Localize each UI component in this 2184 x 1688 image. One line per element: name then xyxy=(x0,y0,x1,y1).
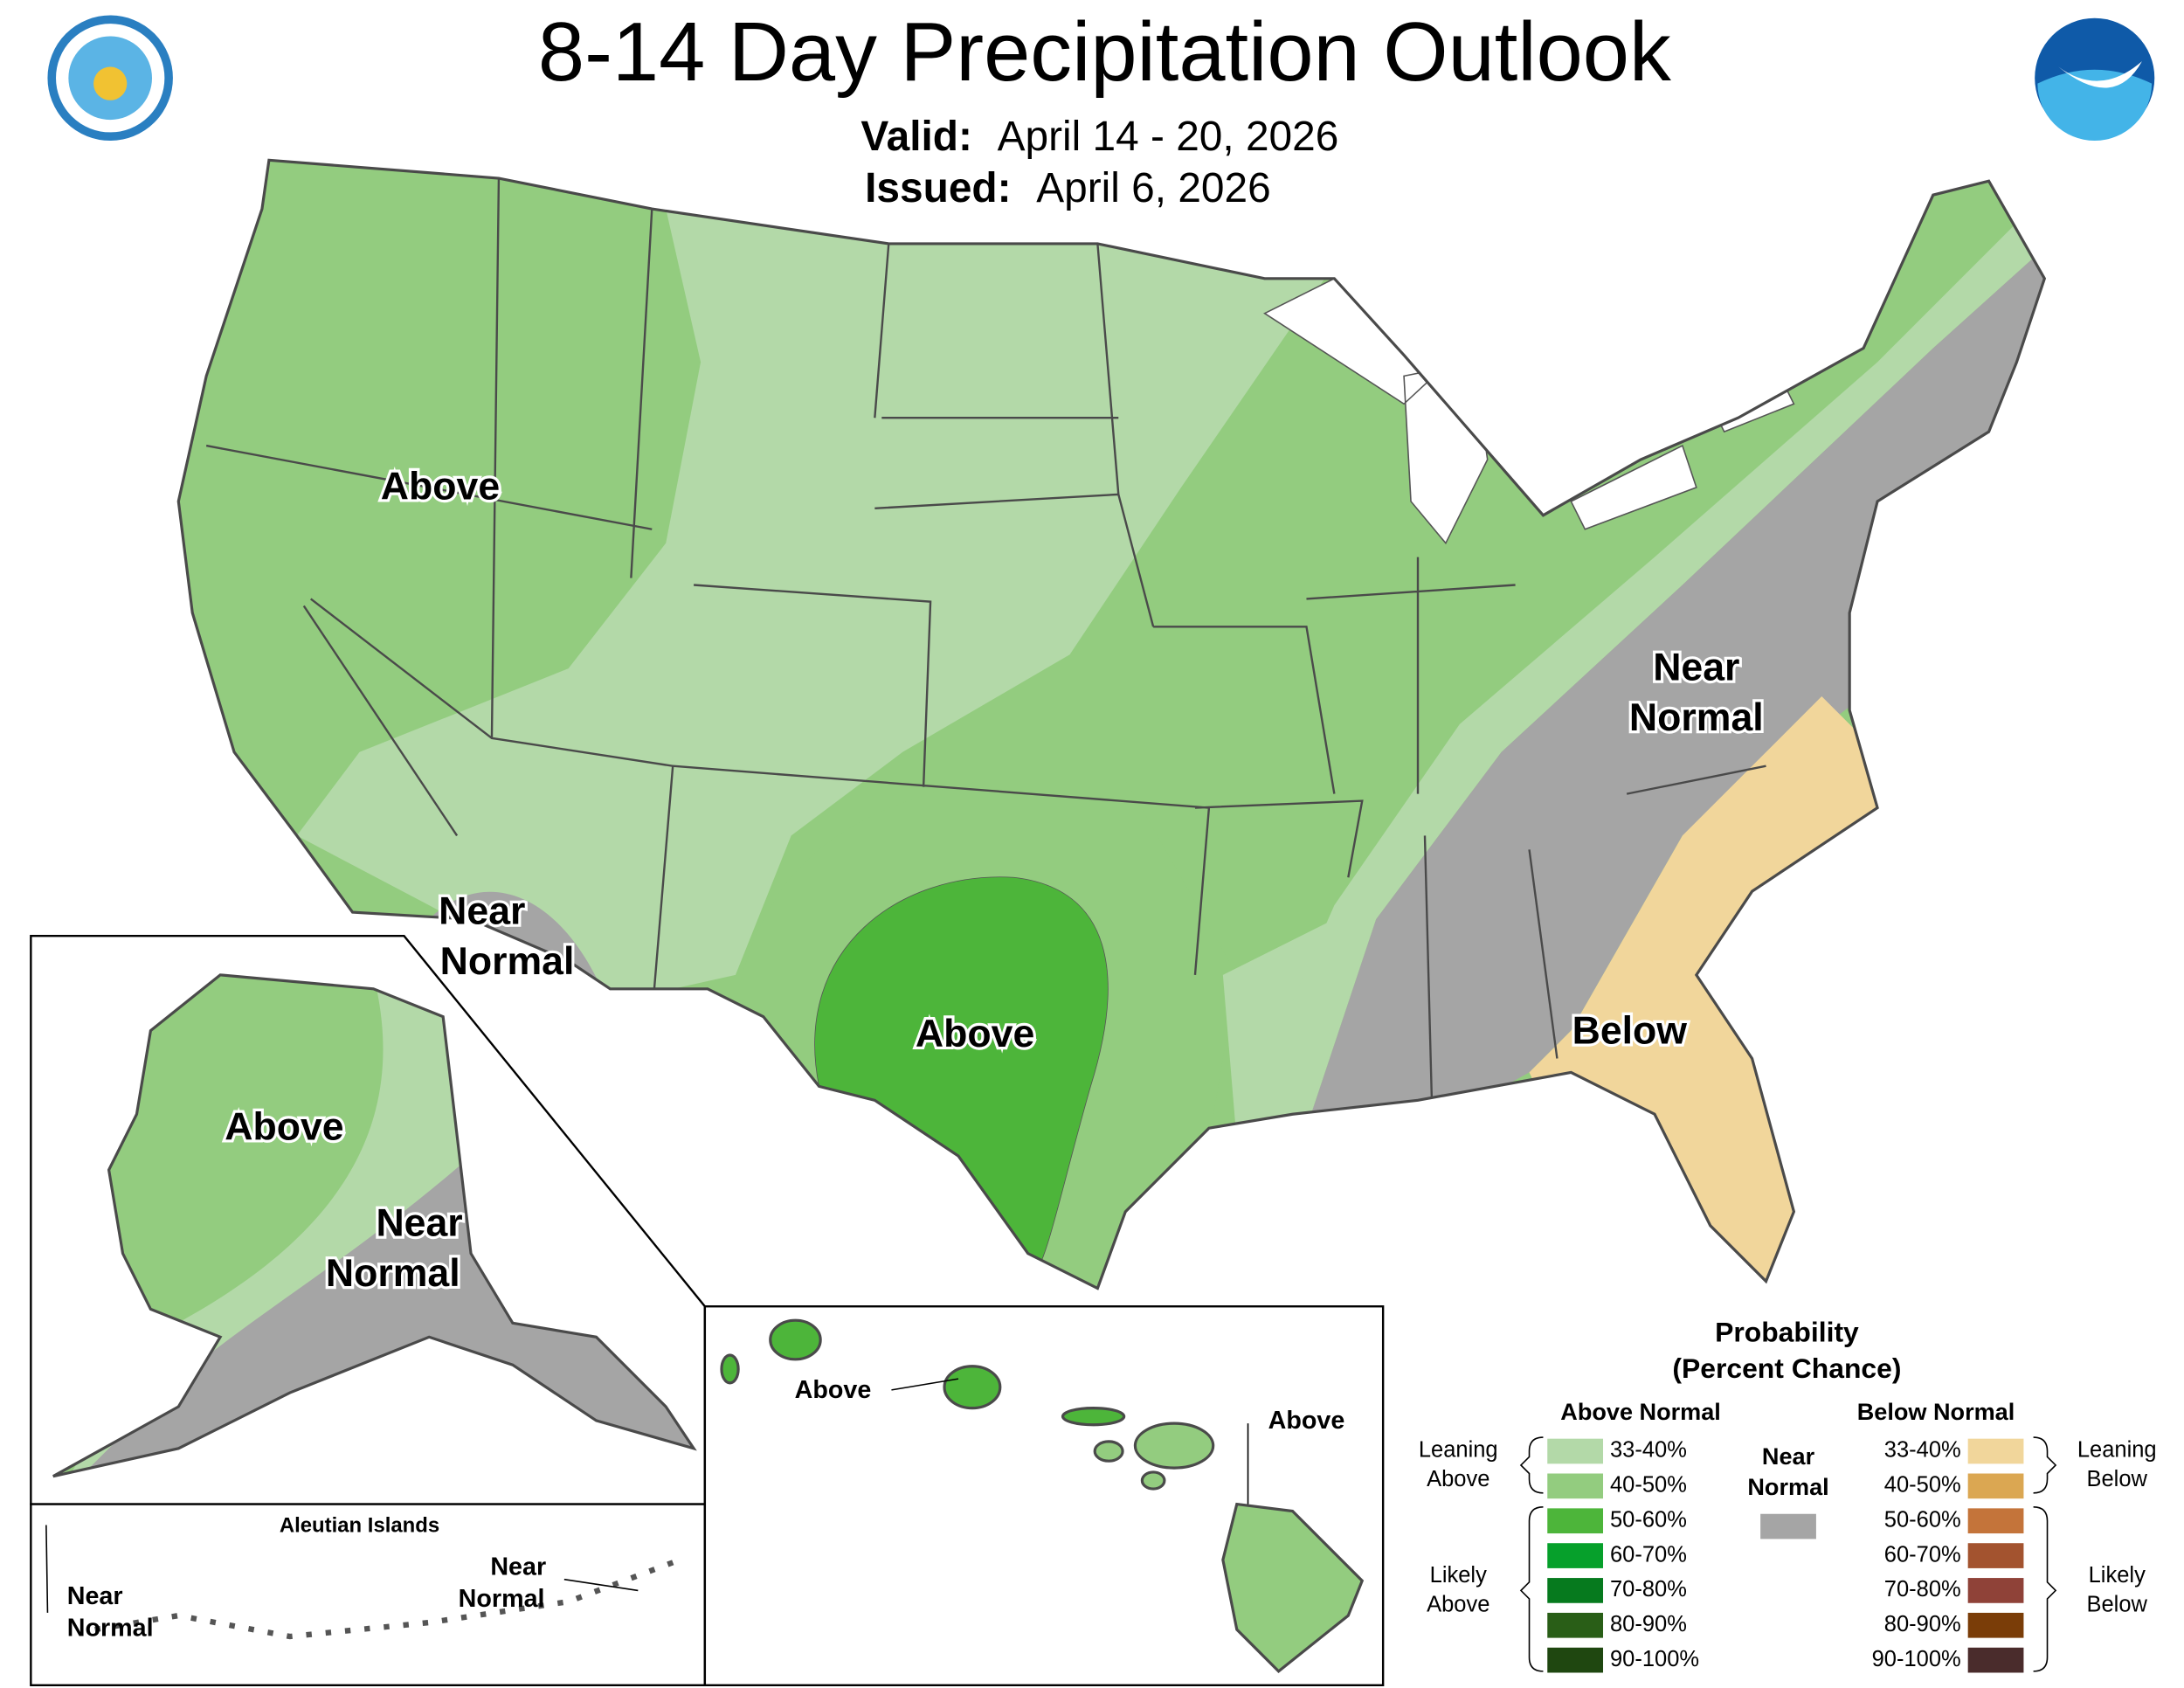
bracket-label: Leaning xyxy=(2077,1438,2157,1463)
legend-label: 50-60% xyxy=(1884,1507,1961,1532)
legend-swatch xyxy=(1547,1543,1604,1568)
legend-swatch xyxy=(1967,1612,2024,1638)
legend-title: Probability xyxy=(1715,1317,1859,1348)
legend-swatch xyxy=(1967,1543,2024,1568)
legend-swatch xyxy=(1967,1438,2024,1464)
legend-swatch xyxy=(1967,1473,2024,1499)
region-label: Near xyxy=(1653,647,1739,689)
region-label: Near xyxy=(490,1553,546,1581)
bracket-label: Likely xyxy=(1430,1563,1487,1588)
commerce-seal xyxy=(47,15,173,141)
region-label: Below xyxy=(1572,1010,1688,1053)
region-label: Above xyxy=(795,1376,872,1404)
region-label: Normal xyxy=(67,1615,154,1643)
noaa-logo xyxy=(2035,17,2155,141)
legend-heading: Near xyxy=(1762,1442,1815,1470)
bracket xyxy=(2033,1436,2057,1672)
bracket-label: Above xyxy=(1427,1593,1489,1617)
issued-label: Issued: xyxy=(865,165,1011,211)
legend-heading: Above Normal xyxy=(1560,1398,1721,1425)
bracket-label: Below xyxy=(2087,1467,2148,1491)
bracket-label: Leaning xyxy=(1419,1438,1498,1463)
legend-label: 33-40% xyxy=(1884,1438,1961,1463)
bracket-label: Below xyxy=(2087,1593,2148,1617)
conus-outline xyxy=(176,158,2047,1290)
hawaii-islands xyxy=(720,1318,1126,1427)
legend-label: 60-70% xyxy=(1884,1542,1961,1567)
title: 8-14 Day Precipitation Outlook xyxy=(538,5,1671,99)
legend-label: 90-100% xyxy=(1872,1647,1961,1671)
alaska-outline xyxy=(52,973,697,1478)
region-label: Normal xyxy=(1629,696,1764,739)
legend-label: 90-100% xyxy=(1610,1647,1699,1671)
leader-line xyxy=(563,1578,639,1592)
region-label: Normal xyxy=(459,1585,545,1613)
region-label: Normal xyxy=(326,1252,460,1295)
valid-label: Valid: xyxy=(860,114,972,160)
region-label: Above xyxy=(381,465,500,508)
legend-swatch xyxy=(1547,1647,1604,1673)
bracket-label: Above xyxy=(1427,1467,1489,1491)
hawaii-islands xyxy=(1093,1422,1365,1674)
region-label: Above xyxy=(916,1013,1034,1055)
legend-label: 70-80% xyxy=(1884,1577,1961,1602)
legend-label: 80-90% xyxy=(1610,1612,1687,1636)
bracket xyxy=(1519,1436,1544,1672)
legend-label: 50-60% xyxy=(1610,1507,1687,1532)
legend-label: 80-90% xyxy=(1884,1612,1961,1636)
legend-label: 70-80% xyxy=(1610,1577,1687,1602)
issued-date: April 6, 2026 xyxy=(1036,165,1270,211)
legend-label: 33-40% xyxy=(1610,1438,1687,1463)
region-label: Near xyxy=(439,889,525,932)
leader-line xyxy=(891,1378,959,1391)
legend-swatch xyxy=(1547,1473,1604,1499)
region-label: Near xyxy=(67,1582,123,1610)
region-label: Near xyxy=(376,1202,462,1245)
legend-swatch xyxy=(1547,1578,1604,1603)
legend-label: 60-70% xyxy=(1610,1542,1687,1567)
region-label: Normal xyxy=(440,940,575,983)
legend-swatch xyxy=(1547,1612,1604,1638)
legend-title: (Percent Chance) xyxy=(1672,1352,1901,1384)
legend-label: 40-50% xyxy=(1610,1473,1687,1498)
legend: Probability (Percent Chance) Above Norma… xyxy=(1419,1317,2157,1673)
region-label: Above xyxy=(225,1106,343,1149)
legend-swatch xyxy=(1760,1513,1816,1539)
legend-swatch xyxy=(1967,1508,2024,1534)
leader-line xyxy=(45,1525,49,1613)
legend-swatch xyxy=(1967,1578,2024,1603)
valid-date: April 14 - 20, 2026 xyxy=(998,114,1339,160)
bracket-label: Likely xyxy=(2089,1563,2146,1588)
legend-swatch xyxy=(1967,1647,2024,1673)
legend-swatch xyxy=(1547,1508,1604,1534)
legend-heading: Normal xyxy=(1747,1473,1828,1500)
legend-swatch xyxy=(1547,1438,1604,1464)
region-label: Above xyxy=(1268,1407,1345,1435)
inset-title: Aleutian Islands xyxy=(280,1513,439,1537)
legend-label: 40-50% xyxy=(1884,1473,1961,1498)
legend-heading: Below Normal xyxy=(1857,1398,2015,1425)
